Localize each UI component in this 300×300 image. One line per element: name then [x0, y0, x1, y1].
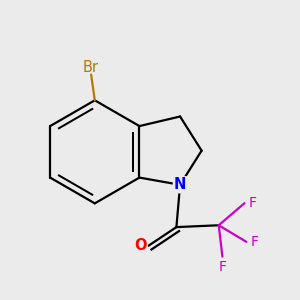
- Text: F: F: [249, 196, 257, 210]
- Text: F: F: [218, 260, 226, 274]
- Text: O: O: [134, 238, 147, 253]
- Text: Br: Br: [83, 59, 99, 74]
- Text: N: N: [174, 177, 186, 192]
- Text: F: F: [251, 235, 259, 249]
